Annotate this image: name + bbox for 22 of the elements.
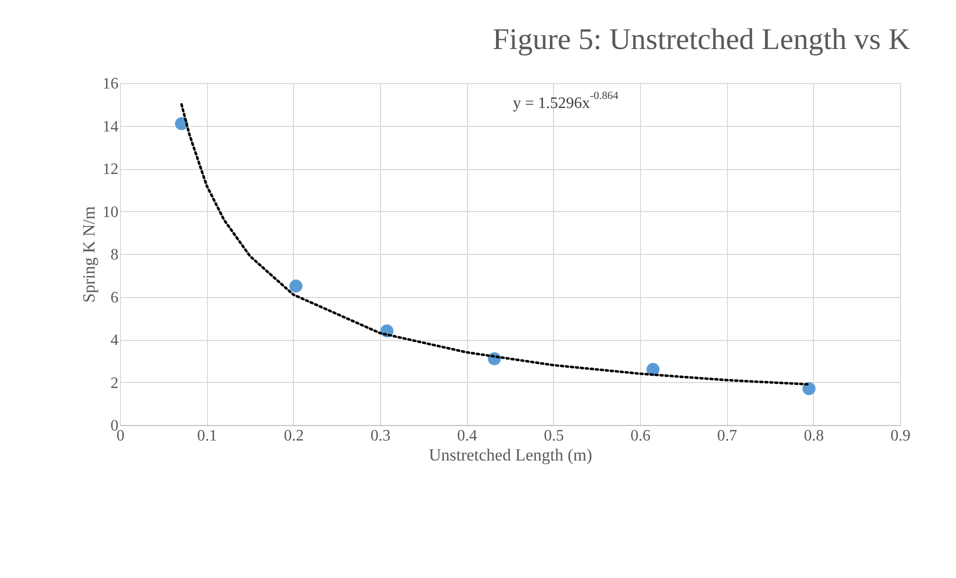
x-tick-label: 0.4 [457,428,478,444]
point [802,382,816,396]
x-tick-label: 0.9 [890,428,910,444]
y-tick-label: 14 [102,118,118,136]
x-axis-title: Unstretched Length (m) [428,446,592,464]
x-tick-label: 0.1 [197,428,218,444]
x-tick-label: 0.5 [544,428,564,444]
y-tick-label: 10 [102,204,118,221]
x-tick-label: 0.7 [717,428,738,444]
x-tick-label: 0.6 [630,428,650,444]
y-tick-label: 8 [110,246,118,264]
x-tick-label: 0.3 [370,428,390,444]
y-tick-label: 12 [102,161,118,178]
y-tick-label: 6 [110,289,118,306]
y-tick-label: 2 [110,374,118,392]
x-tick-label: 0.8 [804,428,824,444]
x-tick-label: 0.2 [284,428,304,444]
y-axis-title: Spring K N/m [80,206,98,303]
point [289,280,302,293]
y-tick-label: 4 [110,332,118,349]
chart-title: Figure 5: Unstretched Length vs K [492,23,910,56]
y-tick-label: 16 [102,76,118,92]
